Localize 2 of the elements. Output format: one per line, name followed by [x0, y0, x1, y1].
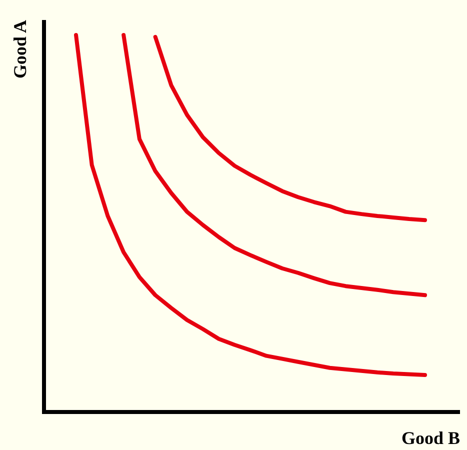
y-axis-title: Good A [10, 20, 30, 79]
x-axis-title: Good B [401, 428, 460, 448]
